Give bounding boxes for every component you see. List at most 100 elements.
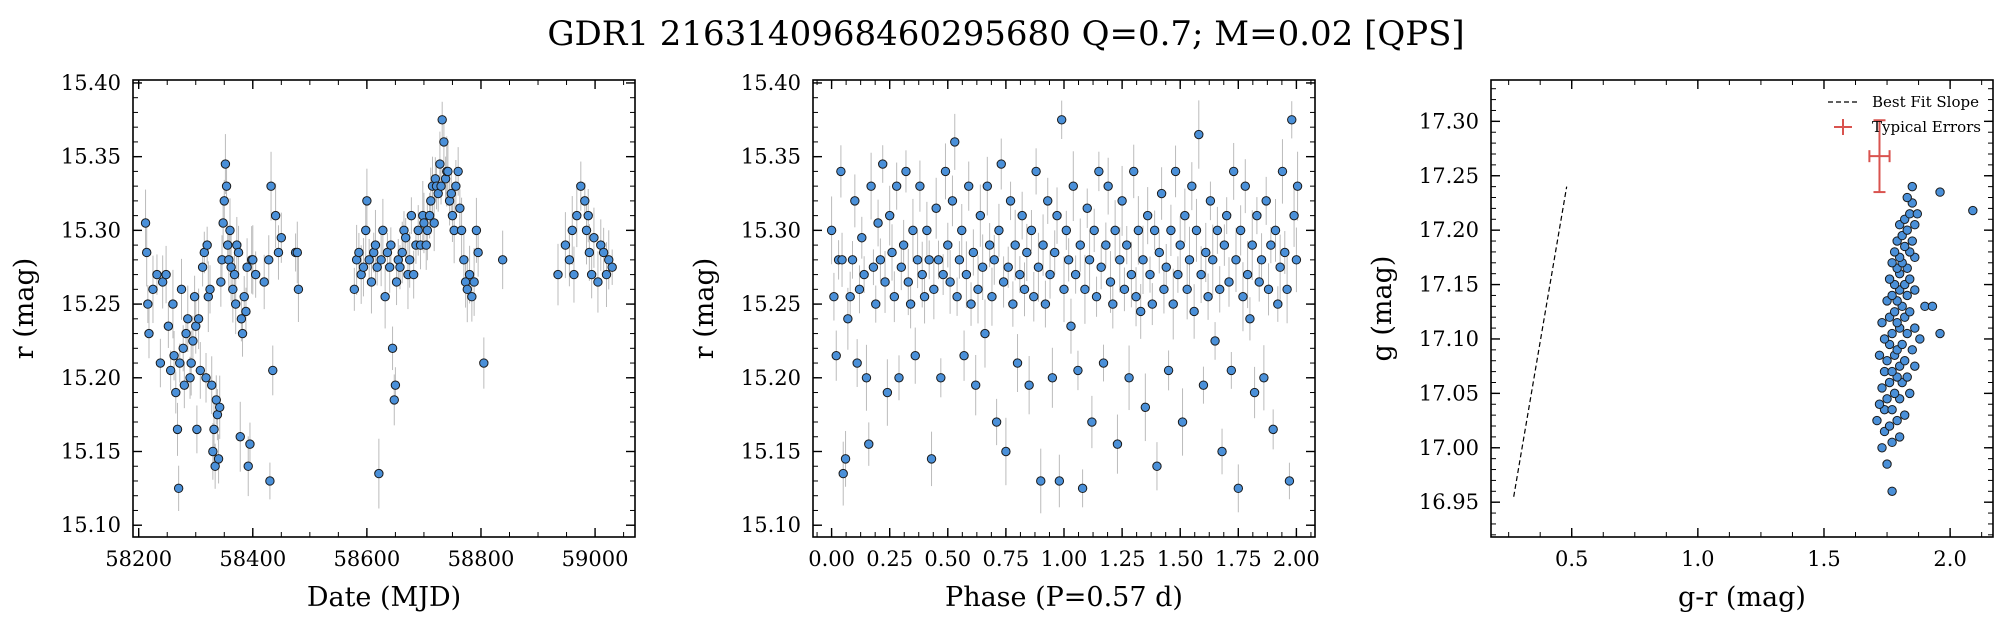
data-point (270, 210, 281, 221)
data-point (922, 225, 932, 236)
data-point (161, 269, 171, 280)
data-point (1292, 181, 1303, 191)
data-point (581, 225, 592, 236)
data-point (1196, 269, 1206, 280)
data-point (236, 314, 247, 324)
data-point (1902, 225, 1912, 235)
data-point (1907, 345, 1917, 355)
data-point (1108, 299, 1118, 309)
data-point (372, 262, 382, 272)
phase-folded-panel: 0.00 0.25 0.50 0.75 1.00 1.25 1.50 1.75 2.00 15.1… (689, 71, 1320, 613)
data-point (404, 255, 415, 265)
data-point (436, 181, 446, 191)
data-point (1877, 317, 1887, 328)
data-point (152, 269, 162, 280)
data-point (406, 210, 417, 221)
data-point (155, 358, 166, 368)
data-point (968, 247, 979, 258)
data-point (1194, 129, 1204, 140)
data-point (1887, 404, 1897, 415)
data-point (1900, 241, 1910, 252)
data-point (1927, 301, 1938, 312)
data-point (1138, 255, 1148, 265)
y-tick-label: 15.25 (61, 292, 121, 316)
data-point (938, 269, 948, 280)
data-point (189, 292, 200, 302)
y-tick-label: 15.30 (61, 218, 121, 242)
data-point (1884, 421, 1895, 431)
plot-frame (812, 79, 1316, 538)
data-point (219, 196, 229, 206)
data-point (1054, 476, 1065, 486)
data-point (229, 269, 240, 280)
data-point (358, 262, 369, 272)
data-point (1935, 328, 1945, 339)
data-point (1105, 277, 1116, 287)
data-point (959, 350, 969, 361)
data-point (1882, 394, 1892, 404)
data-point (601, 269, 612, 280)
y-tick-label: 15.35 (741, 145, 801, 169)
data-point (1877, 383, 1887, 393)
data-point (395, 262, 405, 272)
data-point (1166, 225, 1176, 236)
data-point (259, 277, 269, 287)
data-point (1226, 365, 1237, 376)
data-point (1887, 328, 1897, 339)
data-point (852, 358, 862, 368)
data-point (572, 210, 582, 221)
data-point (1175, 240, 1185, 250)
y-axis-label: r (mag) (689, 258, 720, 360)
data-point (1902, 372, 1912, 382)
data-point (1902, 328, 1912, 339)
data-point (1210, 336, 1220, 346)
data-point (994, 225, 1004, 236)
data-point (933, 255, 944, 265)
data-point (1154, 247, 1164, 258)
y-tick-label: 15.40 (61, 71, 121, 95)
data-point (192, 424, 202, 435)
data-point (143, 299, 153, 309)
data-point (374, 468, 384, 479)
x-tick-label: 58600 (333, 547, 400, 571)
data-point (1892, 317, 1902, 328)
data-point (362, 196, 372, 206)
data-point (447, 210, 458, 221)
data-point (497, 255, 508, 265)
lightcurve-panel: 58200 58400 58600 58800 59000 15.10 15.15 15.20… (9, 71, 636, 613)
data-point (857, 233, 867, 243)
data-point (1091, 292, 1102, 302)
data-point (1017, 210, 1027, 221)
data-point (1149, 225, 1160, 236)
data-point (370, 240, 381, 250)
data-point (439, 137, 449, 147)
data-point (1887, 290, 1897, 301)
x-tick-label: 1.0 (1681, 547, 1714, 571)
x-tick-label: 0.75 (983, 547, 1030, 571)
data-point (435, 159, 445, 169)
data-point (354, 247, 364, 258)
data-point (607, 262, 617, 272)
data-point (1256, 255, 1267, 265)
data-point (560, 240, 571, 250)
x-tick-label: 1.75 (1215, 547, 1262, 571)
data-point (380, 292, 390, 302)
data-point (1266, 240, 1276, 250)
data-point (221, 181, 232, 191)
x-axis-label: g-r (mag) (1678, 582, 1806, 613)
data-point (1887, 486, 1897, 496)
data-point (1182, 284, 1192, 295)
data-point (1131, 292, 1141, 302)
x-tick-label: 2.00 (1273, 547, 1320, 571)
color-magnitude-panel: 0.5 1.0 1.5 2.0 16.95 17.00 17.05 17.10 17.15 17.… (1367, 79, 1994, 613)
plot-frame (1490, 79, 1994, 538)
data-point (178, 343, 188, 354)
data-point (1907, 181, 1917, 192)
data-point (1910, 361, 1920, 371)
y-tick-label: 15.30 (741, 218, 801, 242)
data-point (141, 247, 152, 258)
data-point (868, 262, 879, 272)
data-point (237, 328, 248, 339)
data-point (831, 350, 841, 361)
data-point (1070, 269, 1081, 280)
